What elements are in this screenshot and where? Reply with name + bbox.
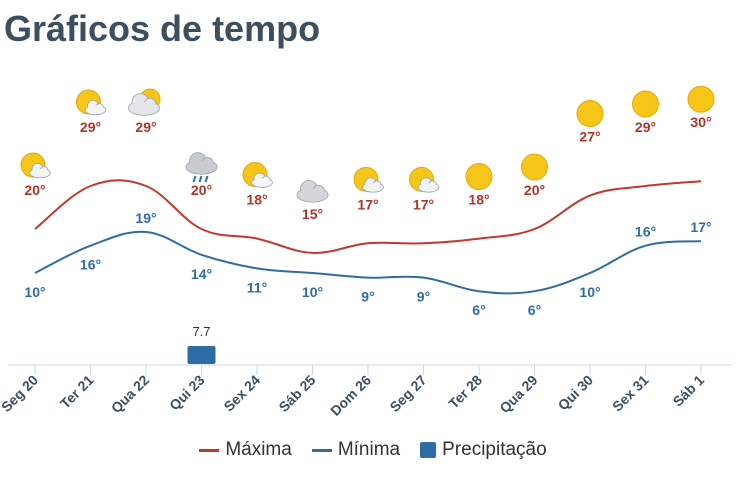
- max-data-label: 27°: [579, 129, 600, 145]
- page-title: Gráficos de tempo: [4, 8, 321, 49]
- cloudy-icon: [296, 180, 329, 203]
- x-axis-tick-label: Sáb 25: [275, 372, 318, 415]
- min-data-label: 6°: [528, 302, 541, 318]
- max-data-label: 20°: [524, 182, 545, 198]
- min-data-label: 10°: [302, 284, 323, 300]
- min-data-label: 17°: [690, 219, 711, 235]
- max-data-label: 30°: [690, 114, 711, 130]
- max-series-line: [34, 179, 702, 254]
- max-data-label: 29°: [80, 119, 101, 135]
- cloud-shape: [85, 106, 106, 114]
- max-data-label: 18°: [468, 192, 489, 208]
- min-data-label: 9°: [417, 289, 430, 305]
- x-axis-tick-label: Qui 23: [166, 372, 208, 414]
- min-data-label: 6°: [472, 302, 485, 318]
- min-data-label: 9°: [361, 289, 374, 305]
- sunny-icon: [687, 85, 715, 113]
- max-data-label: 29°: [635, 119, 656, 135]
- cloud-shape: [363, 183, 383, 192]
- sunny-icon: [465, 163, 493, 191]
- sun-shape: [465, 163, 493, 191]
- x-axis-tick-label: Ter 28: [445, 372, 485, 412]
- chart-data-labels: 20° 29° 29° 20° 18° 15° 17° 17° 18° 20° 27° 29° 30° 1…: [24, 114, 711, 318]
- precipitation-bars: 7.7: [187, 324, 216, 364]
- partly-cloudy-icon: [20, 152, 51, 179]
- legend-swatch-min: [311, 448, 332, 452]
- max-data-label: 20°: [191, 182, 212, 198]
- max-data-label: 15°: [302, 206, 323, 222]
- rain-drop: [198, 175, 203, 183]
- cloud-shape: [418, 183, 439, 192]
- legend-label-max: Máxima: [225, 439, 292, 460]
- x-axis-tick-label: Ter 21: [57, 372, 97, 412]
- x-axis-tick-label: Qui 30: [555, 372, 597, 414]
- sunny-icon: [521, 153, 548, 181]
- sun-shape: [521, 153, 548, 181]
- weather-icons: [20, 85, 715, 203]
- cloud-shape: [129, 102, 159, 114]
- mostly-cloudy-icon: [127, 88, 161, 116]
- chart-lines: [34, 179, 702, 295]
- weather-chart: 20° 29° 29° 20° 18° 15° 17° 17° 18° 20° 27° 29° 30° 1…: [0, 85, 732, 419]
- partly-cloudy-icon: [409, 166, 440, 193]
- x-axis-tick-label: Qua 22: [108, 372, 152, 416]
- max-data-label: 20°: [24, 182, 45, 198]
- cloud-shape: [252, 178, 272, 187]
- cloud-shape: [30, 169, 50, 177]
- precipitation-data-label: 7.7: [192, 324, 210, 339]
- cloud-shape: [298, 188, 327, 201]
- sun-shape: [632, 90, 659, 118]
- legend-swatch-precip: [420, 442, 437, 458]
- x-axis-tick-label: Dom 26: [327, 372, 374, 419]
- min-data-label: 14°: [191, 266, 212, 282]
- min-series-line: [34, 230, 702, 295]
- min-data-label: 16°: [80, 257, 101, 273]
- legend-item-max[interactable]: Máxima: [199, 439, 292, 461]
- x-axis-tick-label: Sáb 1: [669, 372, 707, 410]
- legend-label-precip: Precipitação: [442, 439, 547, 460]
- legend-swatch-max: [199, 448, 220, 452]
- sunny-icon: [632, 90, 659, 118]
- min-data-label: 16°: [635, 224, 656, 240]
- x-axis: Seg 20 Ter 21 Qua 22 Qui 23 Sex 24 Sáb 25 Dom …: [0, 364, 732, 419]
- min-data-label: 10°: [24, 284, 45, 300]
- chart-legend: Máxima Mínima Precipitação: [0, 438, 746, 462]
- sunny-icon: [576, 100, 604, 128]
- rain-drop: [192, 175, 197, 183]
- sun-shape: [687, 85, 715, 113]
- max-data-label: 17°: [413, 196, 434, 212]
- x-axis-tick-label: Qua 29: [496, 372, 540, 416]
- x-axis-tick-label: Sex 24: [220, 372, 263, 415]
- legend-item-precip[interactable]: Precipitação: [420, 439, 547, 461]
- min-data-label: 19°: [135, 210, 156, 226]
- precipitation-bar: [187, 346, 216, 364]
- x-axis-tick-label: Sex 31: [609, 372, 652, 415]
- max-data-label: 17°: [357, 196, 378, 212]
- partly-cloudy-icon: [76, 89, 107, 116]
- partly-cloudy-icon: [353, 166, 384, 193]
- x-axis-tick-label: Seg 27: [386, 372, 429, 415]
- partly-cloudy-icon: [242, 162, 273, 188]
- cloud-shape: [187, 161, 216, 173]
- rain-cloud-icon: [185, 152, 218, 183]
- legend-item-min[interactable]: Mínima: [311, 439, 401, 461]
- legend-label-min: Mínima: [337, 439, 401, 460]
- min-data-label: 10°: [579, 284, 600, 300]
- min-data-label: 11°: [247, 279, 267, 295]
- x-axis-tick-label: Seg 20: [0, 372, 41, 415]
- rain-drop: [204, 175, 209, 183]
- sun-shape: [576, 100, 604, 128]
- max-data-label: 18°: [246, 192, 267, 208]
- max-data-label: 29°: [135, 119, 156, 135]
